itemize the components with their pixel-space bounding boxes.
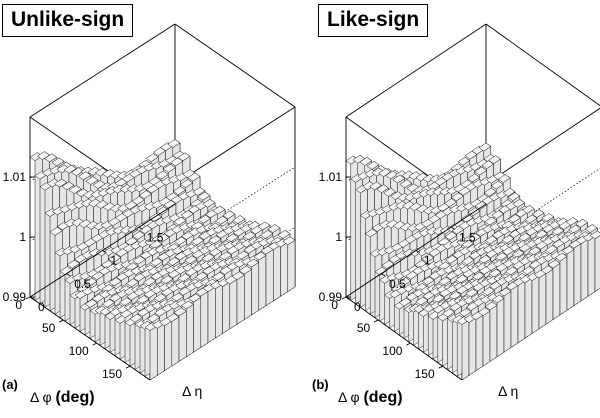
x-tick-label: 50 <box>357 321 371 335</box>
y-tick-label: 1 <box>111 254 118 268</box>
x-axis-label: Δ φ (deg) <box>30 389 95 406</box>
y-axis-label: Δ η <box>498 383 518 399</box>
lego-plot-unlike-sign: 0.99 1 1.01 0 50 100 150 0 0.5 1 1.5 Δ φ (deg) Δ η (a… <box>2 23 296 406</box>
y-tick-label: 1 <box>424 254 431 268</box>
y-tick-label: 0.5 <box>74 277 91 291</box>
x-tick-label: 0 <box>331 298 338 312</box>
chart-title-like-sign: Like-sign <box>318 4 429 37</box>
z-tick-label: 1.01 <box>3 170 27 184</box>
x-tick-label: 50 <box>42 321 56 335</box>
x-tick-label: 100 <box>382 344 402 358</box>
x-tick-label: 0 <box>15 298 22 312</box>
y-axis-label: Δ η <box>182 383 202 399</box>
panel-label: (b) <box>312 377 329 392</box>
x-tick-label: 100 <box>69 344 89 358</box>
z-tick-label: 0.99 <box>319 290 343 304</box>
z-tick-label: 0.99 <box>3 290 27 304</box>
y-tick-label: 1.5 <box>147 230 164 244</box>
lego-bars <box>29 138 296 381</box>
y-tick-label: 0 <box>354 300 361 314</box>
y-tick-label: 0.5 <box>389 277 406 291</box>
panel-unlike-sign: 0.99 1 1.01 0 50 100 150 0 0.5 1 1.5 Δ φ (deg) Δ η (a… <box>2 4 296 406</box>
z-tick-label: 1 <box>19 230 26 244</box>
chart-title-unlike-sign: Unlike-sign <box>2 4 134 37</box>
lego-plot-like-sign: 0.99 1 1.01 0 50 100 150 0 0.5 1 1.5 Δ φ (deg) Δ η (b… <box>312 23 600 406</box>
panel-label: (a) <box>2 377 18 392</box>
x-tick-label: 150 <box>102 367 122 381</box>
x-tick-label: 150 <box>415 367 435 381</box>
z-tick-label: 1 <box>335 230 342 244</box>
y-tick-label: 0 <box>38 300 45 314</box>
x-axis-label: Δ φ (deg) <box>338 389 403 406</box>
lego-bars <box>345 142 600 381</box>
z-tick-label: 1.01 <box>319 170 343 184</box>
panel-like-sign: 0.99 1 1.01 0 50 100 150 0 0.5 1 1.5 Δ φ (deg) Δ η (b… <box>300 0 600 418</box>
y-tick-label: 1.5 <box>459 230 476 244</box>
